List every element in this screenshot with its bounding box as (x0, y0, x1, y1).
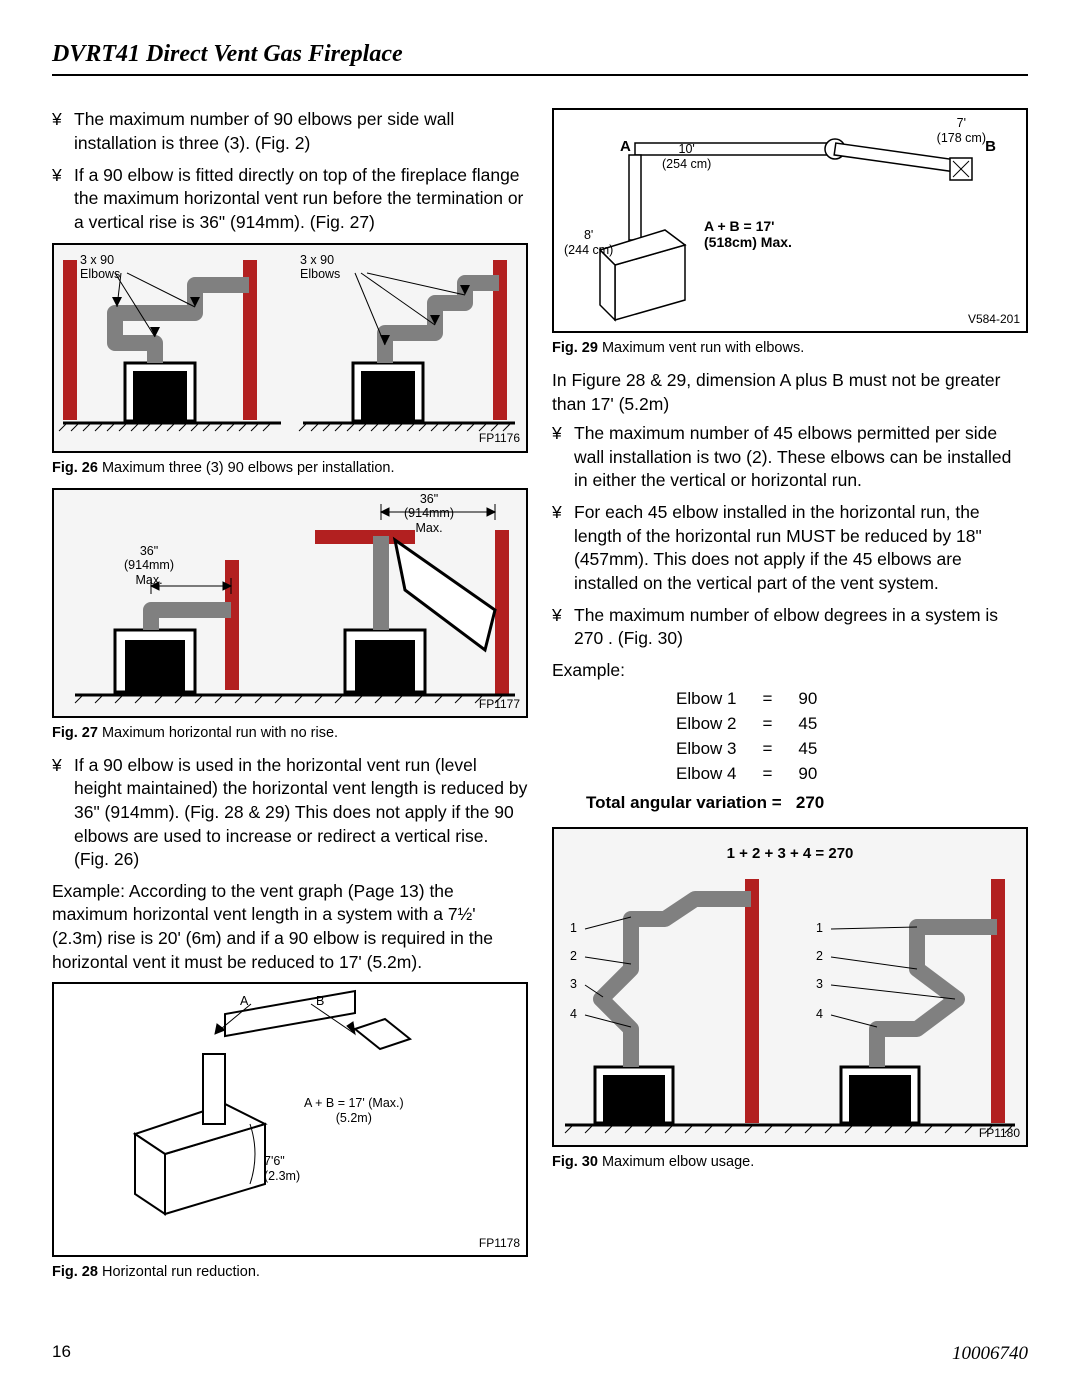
fig29-a-dim: 10' (254 cm) (662, 142, 711, 171)
example-paragraph: Example: According to the vent graph (Pa… (52, 880, 528, 975)
bullet-text: If a 90 elbow is fitted directly on top … (74, 164, 528, 235)
fig27-dim1: 36" (914mm) Max. (124, 544, 174, 587)
right-column: A B 10' (254 cm) 7' (178 cm) 8' (244 cm)… (552, 108, 1028, 1292)
fig29-sum: A + B = 17' (518cm) Max. (704, 218, 792, 250)
fig29-b-dim: 7' (178 cm) (937, 116, 986, 145)
doc-number: 10006740 (952, 1341, 1028, 1367)
bullet-text: For each 45 elbow installed in the horiz… (574, 501, 1028, 596)
right-para1: In Figure 28 & 29, dimension A plus B mu… (552, 369, 1028, 416)
total-row: Total angular variation = 270 (552, 792, 1028, 815)
fig30-caption: Fig. 30 Maximum elbow usage. (552, 1153, 1028, 1173)
fig26-id: FP1176 (479, 430, 520, 446)
fig29-caption: Fig. 29 Maximum vent run with elbows. (552, 339, 1028, 359)
example-label: Example: (552, 659, 1028, 683)
fig30-n3r: 3 (816, 977, 823, 991)
figure-27: 36" (914mm) Max. 36" (914mm) Max. FP1177 (52, 488, 528, 718)
fig30-n3l: 3 (570, 977, 577, 991)
bullet-mark: ¥ (52, 108, 74, 155)
footer: 16 10006740 (52, 1341, 1028, 1367)
fig28-B: B (316, 994, 324, 1008)
bullet-text: The maximum number of elbow degrees in a… (574, 604, 1028, 651)
fig30-n1l: 1 (570, 921, 577, 935)
bullet-mark: ¥ (552, 501, 574, 596)
bullet-text: The maximum number of 45 elbows permitte… (574, 422, 1028, 493)
page-title: DVRT41 Direct Vent Gas Fireplace (52, 38, 1028, 76)
fig27-id: FP1177 (479, 696, 520, 712)
fig30-n1r: 1 (816, 921, 823, 935)
fig28-A: A (240, 994, 248, 1008)
left-column: ¥The maximum number of 90 elbows per sid… (52, 108, 528, 1292)
fig30-svg (554, 829, 1026, 1145)
fig27-svg (54, 490, 526, 716)
fig28-rise: 7'6" (2.3m) (264, 1154, 300, 1183)
fig30-n4l: 4 (570, 1007, 577, 1021)
fig30-id: FP1180 (979, 1125, 1020, 1141)
figure-29: A B 10' (254 cm) 7' (178 cm) 8' (244 cm)… (552, 108, 1028, 333)
fig28-ab: A + B = 17' (Max.) (5.2m) (304, 1096, 404, 1125)
fig28-id: FP1178 (479, 1235, 520, 1251)
fig29-A: A (620, 138, 631, 155)
fig28-svg (54, 984, 526, 1255)
figure-26: 3 x 90 Elbows 3 x 90 Elbows FP1176 (52, 243, 528, 453)
fig26-caption: Fig. 26 Maximum three (3) 90 elbows per … (52, 459, 528, 479)
fig30-heading: 1 + 2 + 3 + 4 = 270 (554, 845, 1026, 862)
page-number: 16 (52, 1341, 71, 1367)
fig30-n4r: 4 (816, 1007, 823, 1021)
bullet-text: If a 90 elbow is used in the horizontal … (74, 754, 528, 872)
figure-30: 1 + 2 + 3 + 4 = 270 1 2 3 4 1 2 3 4 FP11… (552, 827, 1028, 1147)
fig29-id: V584-201 (968, 311, 1020, 327)
fig26-label-right: 3 x 90 Elbows (300, 253, 340, 282)
bullet-mark: ¥ (552, 604, 574, 651)
example-table: Elbow 1=90 Elbow 2=45 Elbow 3=45 Elbow 4… (662, 686, 831, 788)
fig30-n2r: 2 (816, 949, 823, 963)
bullet-mark: ¥ (552, 422, 574, 493)
fig27-caption: Fig. 27 Maximum horizontal run with no r… (52, 724, 528, 744)
fig26-label-left: 3 x 90 Elbows (80, 253, 120, 282)
fig27-dim2: 36" (914mm) Max. (404, 492, 454, 535)
fig29-B: B (985, 138, 996, 155)
fig28-caption: Fig. 28 Horizontal run reduction. (52, 1263, 528, 1283)
bullet-mark: ¥ (52, 164, 74, 235)
bullet-mark: ¥ (52, 754, 74, 872)
fig29-h-dim: 8' (244 cm) (564, 228, 613, 257)
fig30-n2l: 2 (570, 949, 577, 963)
figure-28: A B A + B = 17' (Max.) (5.2m) 7'6" (2.3m… (52, 982, 528, 1257)
fig26-svg (54, 245, 526, 451)
bullet-text: The maximum number of 90 elbows per side… (74, 108, 528, 155)
